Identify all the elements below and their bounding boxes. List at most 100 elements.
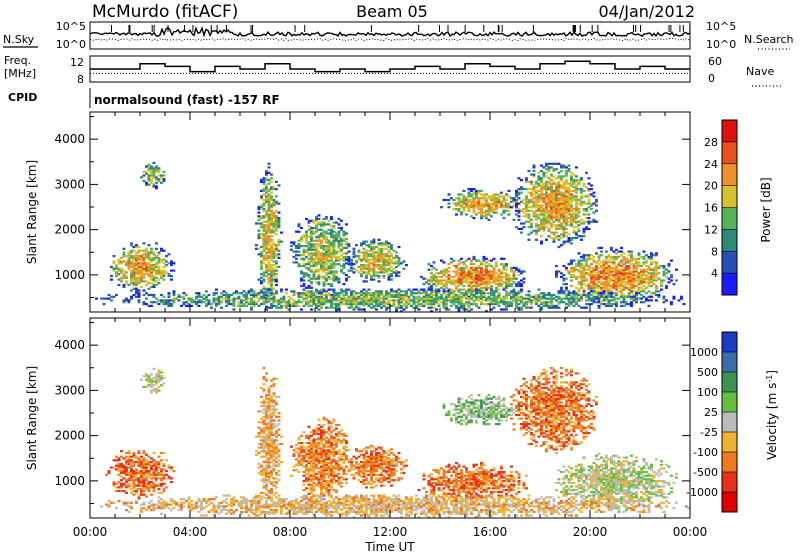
heatmap-cell (635, 266, 638, 270)
heatmap-cell (260, 260, 263, 263)
heatmap-cell (305, 250, 308, 253)
heatmap-cell (345, 297, 348, 300)
heatmap-cell (482, 290, 486, 293)
heatmap-cell (355, 306, 358, 309)
heatmap-cell (165, 299, 168, 302)
heatmap-cell (332, 303, 336, 306)
heatmap-cell (635, 292, 638, 295)
heatmap-cell (275, 304, 278, 308)
heatmap-cell (590, 286, 593, 289)
heatmap-cell (387, 255, 391, 258)
heatmap-cell (615, 275, 618, 279)
heatmap-cell (322, 268, 326, 271)
heatmap-cell (387, 262, 391, 265)
heatmap-cell (397, 260, 401, 263)
heatmap-cell (142, 451, 146, 455)
heatmap-cell (562, 209, 566, 212)
heatmap-cell (352, 247, 356, 250)
heatmap-cell (220, 295, 223, 298)
heatmap-cell (277, 253, 281, 256)
heatmap-cell (517, 202, 521, 205)
heatmap-cell (400, 301, 403, 304)
heatmap-cell (120, 462, 123, 466)
heatmap-cell (367, 273, 371, 276)
heatmap-cell (170, 303, 173, 306)
heatmap-cell (387, 276, 391, 279)
heatmap-cell (490, 207, 493, 211)
heatmap-cell (607, 290, 611, 293)
heatmap-cell (547, 220, 551, 223)
heatmap-cell (162, 295, 166, 298)
heatmap-cell (565, 211, 568, 214)
heatmap-cell (120, 475, 123, 478)
heatmap-cell (500, 284, 503, 288)
heatmap-cell (572, 268, 576, 271)
heatmap-cell (505, 193, 508, 196)
heatmap-cell (162, 301, 166, 304)
heatmap-cell (487, 270, 491, 273)
heatmap-cell (167, 295, 171, 298)
heatmap-cell (417, 295, 421, 298)
heatmap-cell (652, 268, 656, 271)
heatmap-cell (482, 257, 486, 260)
heatmap-cell (490, 293, 493, 297)
heatmap-cell (570, 274, 573, 277)
heatmap-cell (260, 267, 263, 270)
heatmap-cell (550, 231, 553, 234)
heatmap-cell (432, 283, 436, 286)
heatmap-cell (547, 197, 551, 200)
heatmap-cell (160, 249, 163, 252)
heatmap-cell (167, 292, 171, 295)
heatmap-cell (322, 283, 326, 286)
heatmap-cell (642, 270, 646, 273)
heatmap-cell (445, 286, 448, 289)
heatmap-cell (120, 464, 123, 467)
heatmap-cell (585, 195, 588, 198)
heatmap-cell (340, 254, 343, 257)
heatmap-cell (592, 202, 596, 205)
heatmap-cell (442, 270, 446, 273)
heatmap-cell (317, 295, 321, 298)
heatmap-cell (380, 258, 383, 261)
heatmap-cell (387, 306, 391, 309)
heatmap-cell (650, 284, 653, 288)
heatmap-cell (465, 303, 468, 306)
heatmap-cell (152, 475, 156, 478)
heatmap-cell (485, 281, 488, 284)
heatmap-cell (267, 182, 271, 185)
heatmap-cell (595, 277, 598, 280)
heatmap-cell (262, 278, 266, 281)
heatmap-cell (110, 299, 113, 302)
heatmap-cell (650, 279, 653, 282)
heatmap-cell (625, 274, 628, 277)
heatmap-cell (535, 189, 538, 193)
heatmap-cell (465, 206, 468, 209)
heatmap-cell (640, 286, 643, 289)
heatmap-cell (272, 301, 276, 304)
heatmap-cell (170, 269, 173, 272)
heatmap-cell (610, 292, 613, 295)
heatmap-cell (532, 173, 536, 176)
heatmap-cell (215, 297, 218, 300)
heatmap-cell (617, 275, 621, 279)
heatmap-cell (370, 242, 373, 245)
heatmap-cell (485, 264, 488, 268)
heatmap-cell (537, 189, 541, 193)
heatmap-cell (130, 269, 133, 272)
heatmap-cell (122, 468, 126, 471)
heatmap-cell (187, 299, 191, 302)
heatmap-cell (302, 284, 306, 288)
heatmap-cell (452, 264, 456, 268)
heatmap-cell (262, 198, 266, 202)
heatmap-cell (312, 230, 316, 233)
heatmap-cell (487, 303, 491, 306)
heatmap-cell (415, 295, 418, 298)
heatmap-cell (122, 489, 126, 493)
heatmap-cell (160, 271, 163, 274)
heatmap-cell (267, 242, 271, 245)
heatmap-cell (660, 279, 663, 282)
heatmap-cell (562, 292, 566, 295)
heatmap-cell (112, 260, 116, 263)
heatmap-cell (652, 277, 656, 280)
heatmap-cell (545, 197, 548, 200)
